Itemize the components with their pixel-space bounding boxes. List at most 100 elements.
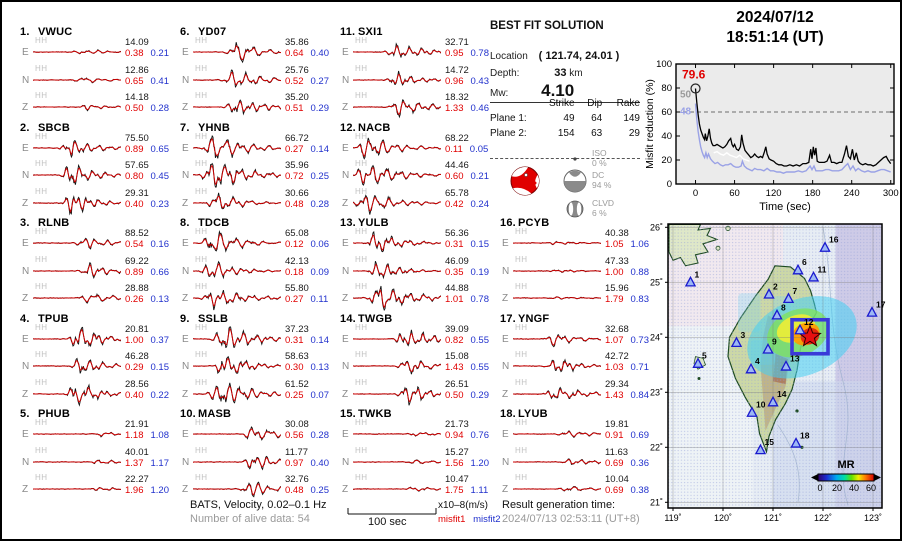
waveform-trace bbox=[33, 261, 121, 279]
colorbar-tick-label: 40 bbox=[849, 483, 859, 493]
channel-code-label: HH bbox=[35, 322, 48, 332]
component-label: Z bbox=[502, 484, 509, 495]
synthetic-trace bbox=[33, 77, 121, 83]
station-heading: 3. RLNB bbox=[20, 217, 178, 229]
misfit-values: 0.29 0.15 bbox=[125, 362, 169, 373]
peak-amplitude-value: 46.28 bbox=[125, 351, 149, 362]
x-tick-label: 180 bbox=[805, 188, 821, 199]
channel-code-label: HH bbox=[515, 254, 528, 264]
misfit2-value: 0.36 bbox=[630, 457, 650, 469]
observed-trace bbox=[353, 329, 441, 347]
misfit-values: 1.07 0.73 bbox=[605, 335, 649, 346]
y-axis-title: Misfit reduction (%) bbox=[644, 79, 656, 169]
misfit-values: 0.31 0.14 bbox=[285, 335, 329, 346]
misfit2-value: 0.73 bbox=[630, 334, 650, 346]
misfit1-value: 0.97 bbox=[285, 457, 304, 469]
station-number: 9. bbox=[180, 312, 190, 325]
component-label: Z bbox=[22, 102, 29, 113]
station-block-NACB: 12. NACB E HH 68.22 0.11 0.05 N HH 44.46 0.60 0.21 Z… bbox=[340, 122, 498, 217]
misfit-values: 0.30 0.13 bbox=[285, 362, 329, 373]
generation-time-title: Result generation time: bbox=[502, 499, 616, 511]
peak-amplitude-value: 11.77 bbox=[285, 446, 309, 458]
map-station-triangle bbox=[730, 336, 743, 348]
map-station-triangle bbox=[745, 362, 757, 374]
map-station-triangle bbox=[794, 323, 806, 335]
misfit-legend: misfit1 misfit2 bbox=[438, 514, 501, 525]
channel-code-label: HH bbox=[355, 445, 368, 455]
component-label: Z bbox=[22, 388, 29, 400]
station-block-TPUB: 4. TPUB E HH 20.81 1.00 0.37 N HH 46.28 0.29 0.15 Z H… bbox=[20, 313, 178, 408]
channel-row-NACB-N: N HH 44.46 0.60 0.21 bbox=[340, 159, 498, 189]
channel-row-LYUB-Z: Z HH 10.04 0.69 0.38 bbox=[500, 473, 658, 503]
peak-amplitude-value: 29.31 bbox=[125, 187, 149, 199]
misfit-values: 0.50 0.28 bbox=[125, 103, 169, 114]
map-station-triangle bbox=[780, 360, 792, 371]
misfit-values: 1.43 0.55 bbox=[445, 362, 489, 373]
series-start-label: 48 bbox=[680, 106, 692, 117]
waveform-trace bbox=[33, 487, 121, 491]
misfit2-value: 1.20 bbox=[150, 485, 170, 496]
misfit-values: 0.89 0.66 bbox=[125, 267, 169, 278]
station-name: NACB bbox=[358, 121, 391, 134]
peak-amplitude-value: 11.63 bbox=[605, 446, 629, 458]
waveform-trace bbox=[33, 237, 121, 250]
misfit-values: 0.65 0.41 bbox=[125, 76, 169, 87]
peak-amplitude-value: 47.33 bbox=[605, 255, 629, 267]
map-station-triangle bbox=[754, 443, 767, 455]
peak-amplitude-value: 29.34 bbox=[605, 378, 629, 390]
misfit1-value: 0.27 bbox=[285, 294, 304, 305]
waveform-trace bbox=[193, 382, 281, 404]
channel-code-label: HH bbox=[515, 473, 528, 482]
misfit2-legend-label: misfit2 bbox=[473, 514, 501, 525]
waveform-trace bbox=[513, 333, 601, 347]
misfit1-value: 0.27 bbox=[285, 143, 304, 155]
misfit2-value: 0.15 bbox=[150, 362, 170, 373]
channel-row-SSLB-N: N HH 58.63 0.30 0.13 bbox=[180, 350, 338, 380]
channel-code-label: HH bbox=[515, 418, 528, 427]
channel-code-label: HH bbox=[195, 227, 208, 236]
map-lat-label: 23˚ bbox=[650, 387, 663, 397]
channel-code-label: HH bbox=[35, 91, 48, 100]
waveform-trace bbox=[33, 326, 121, 347]
observed-trace bbox=[353, 193, 441, 215]
misfit1-value: 0.56 bbox=[285, 430, 304, 441]
observed-trace bbox=[33, 104, 121, 112]
misfit-values: 0.97 0.40 bbox=[285, 458, 329, 469]
map-station-triangle bbox=[866, 306, 878, 317]
peak-amplitude-value: 42.13 bbox=[285, 255, 309, 267]
peak-amplitude-value: 25.76 bbox=[285, 64, 309, 76]
table-row: Plane 2: 154 63 29 bbox=[490, 128, 640, 139]
component-label: Z bbox=[182, 484, 189, 495]
waveform-trace bbox=[513, 457, 601, 465]
waveform-trace bbox=[33, 163, 121, 185]
channel-code-label: HH bbox=[355, 473, 368, 482]
waveform-trace bbox=[193, 134, 281, 159]
station-heading: 12. NACB bbox=[340, 122, 498, 134]
station-number: 5. bbox=[20, 408, 30, 420]
synthetic-trace bbox=[353, 263, 441, 276]
dc-icon bbox=[563, 169, 587, 193]
component-label: E bbox=[502, 333, 509, 345]
channel-row-YULB-Z: Z HH 44.88 1.01 0.78 bbox=[340, 282, 498, 312]
peak-amplitude-value: 40.01 bbox=[125, 446, 149, 458]
misfit-values: 1.03 0.71 bbox=[605, 362, 649, 373]
decomposition-percent: 6 % bbox=[592, 208, 607, 218]
channel-code-label: HH bbox=[355, 186, 368, 196]
station-block-RLNB: 3. RLNB E HH 88.52 0.54 0.16 N HH 69.22 0.89 0.66 Z H… bbox=[20, 217, 178, 312]
observed-trace bbox=[193, 289, 281, 311]
waveform-trace bbox=[353, 70, 441, 86]
peak-amplitude-value: 15.08 bbox=[445, 351, 469, 362]
misfit2-value: 1.20 bbox=[470, 457, 490, 469]
table-row: Plane 1: 49 64 149 bbox=[490, 113, 640, 124]
component-label: N bbox=[502, 456, 510, 468]
waveform-trace bbox=[353, 193, 441, 215]
beachball-tension-lobe bbox=[511, 166, 529, 177]
channel-row-YD07-Z: Z HH 35.20 0.51 0.29 bbox=[180, 91, 338, 121]
misfit2-value: 0.28 bbox=[150, 103, 170, 114]
channel-code-label: HH bbox=[35, 63, 48, 73]
amplitude-unit-label: x10–8(m/s) bbox=[438, 500, 489, 511]
synthetic-trace bbox=[33, 360, 121, 371]
misfit1-value: 0.50 bbox=[125, 103, 144, 114]
